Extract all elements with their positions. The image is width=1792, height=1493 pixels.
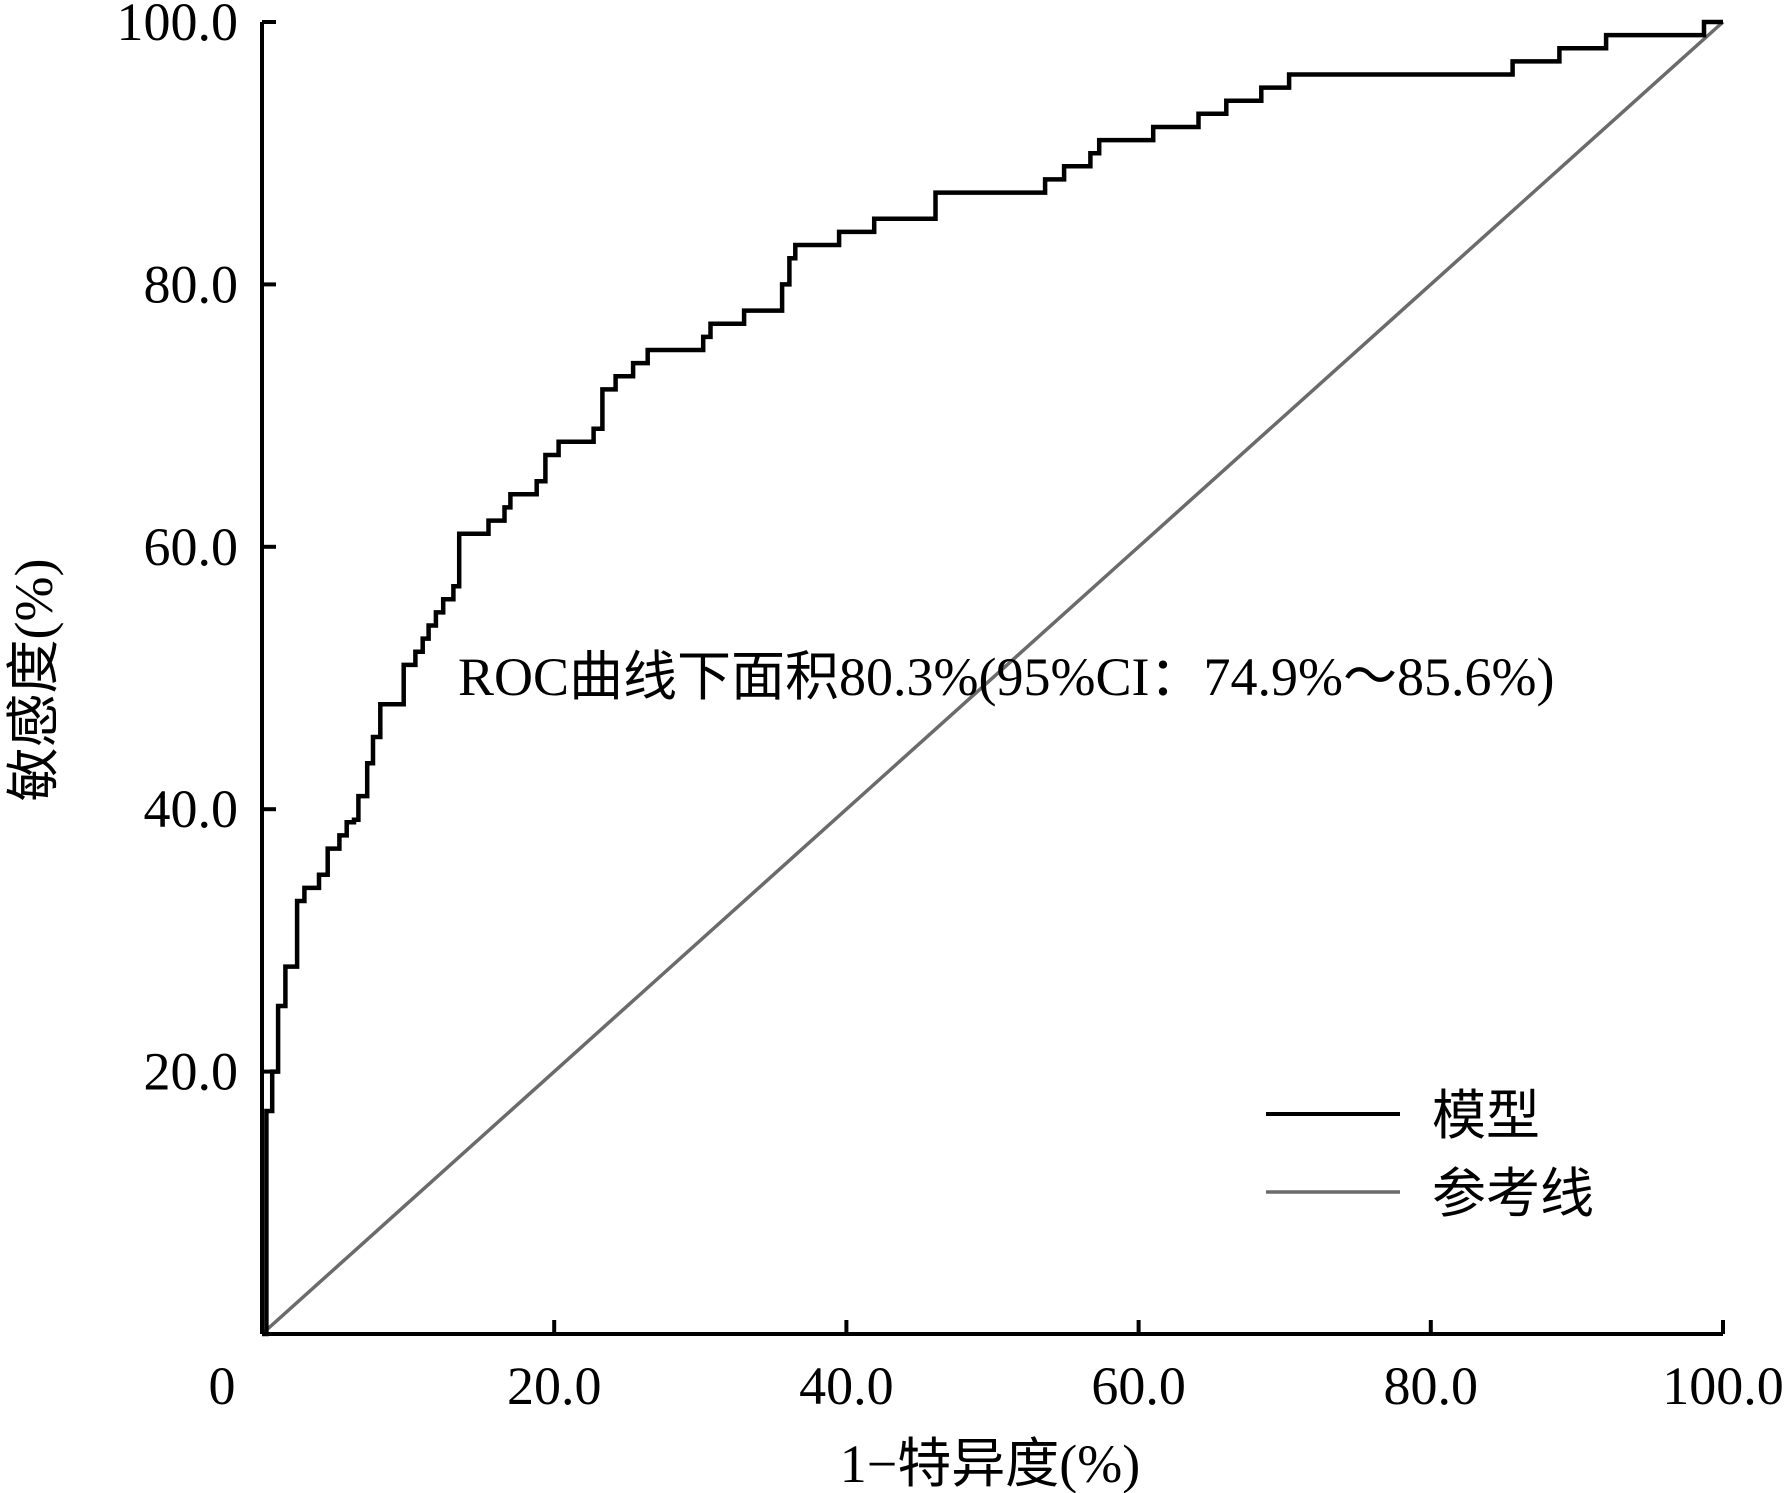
y-tick-label: 40.0	[144, 779, 239, 839]
reference-line	[260, 20, 1725, 1336]
y-axis-title: 敏感度(%)	[4, 559, 64, 802]
y-tick-label: 100.0	[117, 0, 239, 52]
x-ticks: 0 20.0 40.0 60.0 80.0 100.0	[209, 1320, 1784, 1416]
y-tick-label: 80.0	[144, 254, 239, 314]
y-tick-label: 60.0	[144, 517, 239, 577]
x-tick-label: 0	[209, 1356, 236, 1416]
x-tick-label: 20.0	[507, 1356, 602, 1416]
x-tick-label: 100.0	[1662, 1356, 1784, 1416]
y-tick-label: 20.0	[144, 1042, 239, 1102]
legend-label-reference: 参考线	[1432, 1164, 1594, 1224]
legend-label-model: 模型	[1432, 1086, 1540, 1146]
axes: 0 20.0 40.0 60.0 80.0 100.0 20.0 40.0 60.0 80.0 1…	[117, 0, 1784, 1416]
auc-annotation: ROC曲线下面积80.3%(95%CI：74.9%～85.6%)	[458, 647, 1554, 707]
legend: 模型 参考线	[1266, 1086, 1594, 1224]
model-roc-curve	[262, 19, 1723, 1337]
y-ticks: 20.0 40.0 60.0 80.0 100.0	[117, 0, 276, 1102]
x-tick-label: 80.0	[1384, 1356, 1479, 1416]
x-axis-title: 1−特异度(%)	[840, 1434, 1140, 1493]
plot-area	[260, 19, 1725, 1337]
x-tick-label: 40.0	[799, 1356, 894, 1416]
x-tick-label: 60.0	[1091, 1356, 1186, 1416]
